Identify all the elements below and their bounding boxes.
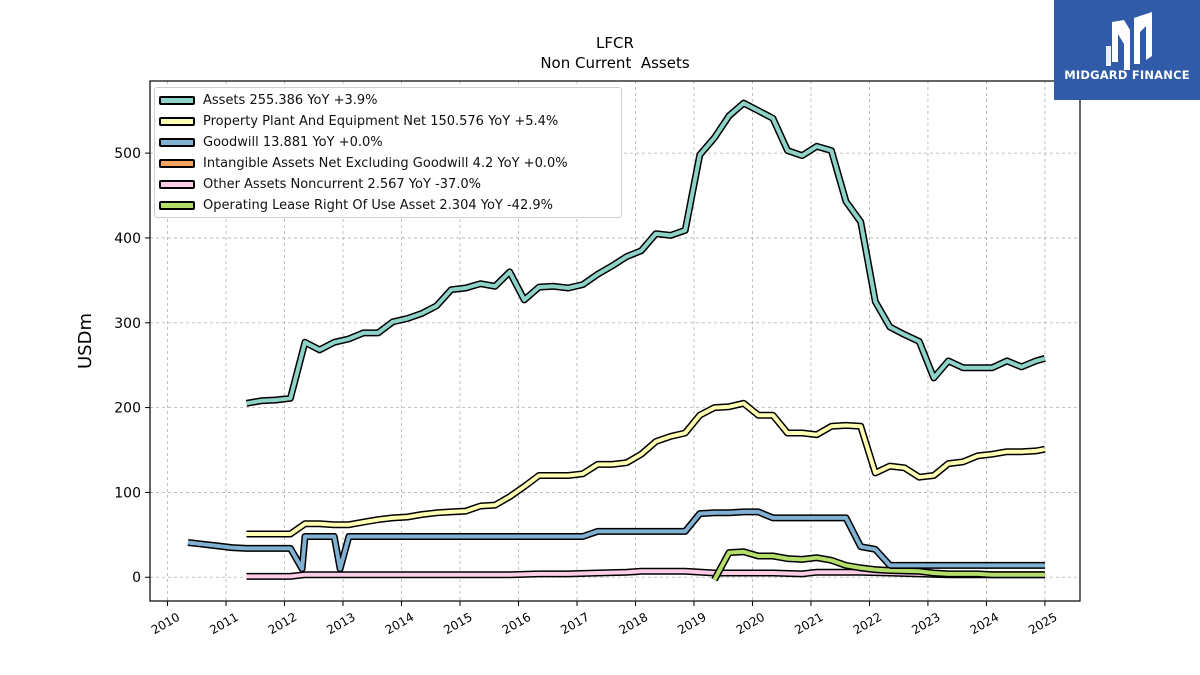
chart-subtitle: Non Current Assets (540, 54, 690, 72)
series-line-property-plant-and-equipment-net (246, 401, 1046, 536)
x-tick-label: 2012 (266, 610, 299, 637)
x-tick-label: 2016 (500, 610, 533, 637)
legend-item-lease: Operating Lease Right Of Use Asset 2.304… (159, 197, 553, 213)
x-tick-label: 2014 (383, 610, 416, 637)
x-tick-label: 2011 (207, 610, 240, 637)
y-tick-label: 300 (114, 316, 141, 332)
plot-frame (149, 80, 1081, 602)
series-layer (187, 99, 1046, 582)
legend-swatch-goodwill (159, 137, 195, 147)
series-line-operating-lease-right-of-use-asset (712, 549, 1045, 581)
legend-swatch-other (159, 179, 195, 189)
legend-label-lease: Operating Lease Right Of Use Asset 2.304… (203, 197, 553, 213)
legend-item-other: Other Assets Noncurrent 2.567 YoY -37.0% (159, 176, 481, 192)
brand-logo: MIDGARD FINANCE (1054, 0, 1200, 100)
series-outline-property-plant-and-equipment-net (246, 399, 1046, 538)
legend-swatch-lease (159, 200, 195, 210)
x-tick-label: 2025 (1026, 610, 1059, 637)
x-tick-label: 2010 (149, 610, 182, 637)
legend-label-other: Other Assets Noncurrent 2.567 YoY -37.0% (203, 176, 482, 192)
legend-swatch-assets (159, 95, 195, 105)
legend-swatch-intangible (159, 158, 195, 168)
x-tick-label: 2023 (909, 610, 942, 637)
legend-item-intangible: Intangible Assets Net Excluding Goodwill… (159, 155, 568, 171)
x-tick-label: 2021 (792, 610, 825, 637)
x-tick-label: 2018 (617, 610, 650, 637)
legend-label-intangible: Intangible Assets Net Excluding Goodwill… (203, 155, 568, 171)
y-tick-label: 500 (114, 146, 141, 162)
legend-label-assets: Assets 255.386 YoY +3.9% (203, 92, 378, 108)
y-axis-label: USDm (75, 313, 96, 369)
x-tick-label: 2019 (675, 610, 708, 637)
x-tick-label: 2017 (558, 610, 591, 637)
logo-text: MIDGARD FINANCE (1064, 68, 1190, 82)
x-tick-label: 2013 (324, 610, 357, 637)
x-tick-label: 2020 (734, 610, 767, 637)
legend-label-ppe: Property Plant And Equipment Net 150.576… (203, 113, 559, 129)
chart-title: LFCR (596, 34, 634, 52)
series-line-goodwill (187, 509, 1045, 571)
x-tick-label: 2024 (968, 610, 1001, 637)
legend-item-goodwill: Goodwill 13.881 YoY +0.0% (159, 134, 383, 150)
legend-label-goodwill: Goodwill 13.881 YoY +0.0% (203, 134, 383, 150)
legend-swatch-ppe (159, 116, 195, 126)
y-tick-label: 200 (114, 401, 141, 417)
legend: Assets 255.386 YoY +3.9% Property Plant … (154, 87, 622, 218)
y-tick-label: 400 (114, 231, 141, 247)
logo-mark-icon (1106, 12, 1152, 70)
legend-item-ppe: Property Plant And Equipment Net 150.576… (159, 113, 558, 129)
y-tick-label: 0 (132, 570, 141, 586)
x-tick-label: 2015 (441, 610, 474, 637)
legend-item-assets: Assets 255.386 YoY +3.9% (159, 92, 378, 108)
series-line-assets (246, 101, 1046, 406)
x-tick-label: 2022 (851, 610, 884, 637)
y-tick-label: 100 (114, 485, 141, 501)
